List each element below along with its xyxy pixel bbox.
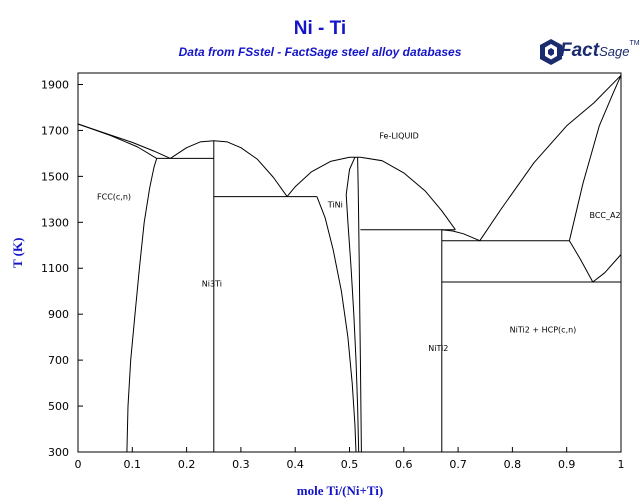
x-tick-label: 0.6 (395, 458, 413, 471)
y-tick-label: 1700 (41, 124, 69, 137)
y-tick-label: 300 (48, 446, 69, 459)
phase-region-label: NiTi2 + HCP(c,n) (510, 326, 577, 335)
phase-boundary-line (126, 158, 158, 453)
phase-boundary-line (170, 140, 288, 197)
y-tick-label: 1900 (41, 78, 69, 91)
logo-wordmark: FactSageTM (560, 40, 640, 61)
factsage-logo: FactSageTM (538, 38, 640, 72)
x-tick-label: 0.8 (504, 458, 522, 471)
chart-title: Ni - Ti (293, 18, 347, 39)
phase-region-label: TiNi (327, 200, 343, 209)
x-axis-label: mole Ti/(Ni+Ti) (296, 483, 384, 498)
x-tick-label: 0.9 (558, 458, 576, 471)
x-tick-label: 0.5 (341, 458, 359, 471)
x-tick-label: 0 (75, 458, 82, 471)
phase-region-label: BCC_A2 (590, 211, 621, 220)
phase-boundary-line (316, 196, 357, 453)
x-tick-label: 0.2 (178, 458, 196, 471)
axis-ticks: 0 0.1 0.2 0.3 0.4 0.5 0.6 0.7 0.8 0.9 130050070090… (41, 78, 625, 471)
factsage-logo-icon (540, 39, 562, 65)
phase-region-label: Fe-LIQUID (379, 131, 418, 140)
y-tick-label: 700 (48, 354, 69, 367)
x-tick-label: 0.7 (449, 458, 467, 471)
phase-boundary-line (345, 157, 360, 453)
phase-region-label: FCC(c,n) (97, 192, 131, 201)
phase-region-label: NiTi2 (428, 344, 448, 353)
y-tick-label: 1500 (41, 170, 69, 183)
y-tick-label: 500 (48, 400, 69, 413)
phase-boundary-line (441, 229, 480, 242)
x-tick-label: 0.3 (232, 458, 250, 471)
phase-boundary-line (360, 156, 456, 230)
phase-boundary-line (479, 74, 622, 241)
plot-frame (77, 72, 622, 453)
x-tick-label: 1 (618, 458, 625, 471)
x-tick-label: 0.4 (286, 458, 304, 471)
phase-boundary-line (592, 254, 622, 283)
y-tick-label: 900 (48, 308, 69, 321)
region-labels: Fe-LIQUID FCC(c,n) TiNi BCC_A2 Ni3Ti NiTi2 NiT… (97, 131, 621, 352)
phase-boundary-line (286, 156, 361, 197)
x-tick-label: 0.1 (124, 458, 142, 471)
phase-region-label: Ni3Ti (202, 280, 222, 289)
phase-boundary-line (568, 75, 622, 241)
phase-boundary-line (77, 123, 157, 159)
y-tick-label: 1300 (41, 216, 69, 229)
chart-subtitle: Data from FSstel - FactSage steel alloy … (178, 45, 462, 59)
phase-boundaries (77, 74, 622, 453)
phase-boundary-line (568, 240, 594, 283)
y-tick-label: 1100 (41, 262, 69, 275)
phase-boundary-line (357, 157, 362, 453)
